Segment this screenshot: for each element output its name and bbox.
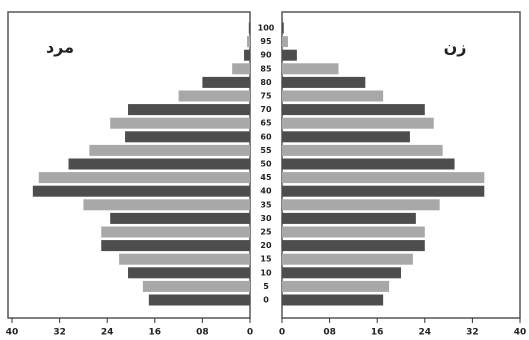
age-label: 95 (260, 37, 272, 46)
bar (282, 36, 288, 48)
age-label: 20 (260, 241, 272, 250)
bar (282, 63, 339, 75)
age-label: 100 (258, 24, 275, 33)
bar (282, 49, 297, 61)
bar (248, 22, 250, 34)
bar (110, 117, 250, 129)
bar (101, 240, 250, 252)
x-tick-label: 32 (53, 328, 66, 338)
bar (38, 172, 251, 184)
bar (125, 131, 250, 143)
age-label: 80 (260, 78, 272, 87)
bar (282, 131, 410, 143)
age-label: 50 (260, 160, 272, 169)
bar (178, 90, 250, 102)
panel-title: مرد (46, 38, 74, 57)
bar (232, 63, 250, 75)
bar (119, 253, 250, 265)
bar (202, 76, 250, 88)
bar (244, 49, 250, 61)
bar (282, 144, 443, 156)
bar (83, 199, 251, 211)
bar (282, 185, 485, 197)
x-tick-label: 16 (371, 328, 384, 338)
bar (89, 144, 250, 156)
age-label: 85 (260, 64, 272, 73)
age-label: 25 (260, 228, 272, 237)
bar (128, 104, 250, 116)
bar (282, 240, 425, 252)
bar (282, 267, 401, 279)
bar (110, 212, 250, 224)
age-label: 15 (260, 255, 272, 264)
age-label: 5 (263, 282, 269, 291)
age-label: 65 (260, 119, 272, 128)
bar (282, 76, 366, 88)
bar (282, 158, 455, 170)
x-tick-label: 16 (149, 328, 162, 338)
bar (32, 185, 251, 197)
x-tick-label: 08 (323, 328, 336, 338)
bar (282, 226, 425, 238)
panel-title: زن (444, 38, 467, 57)
bar (282, 104, 425, 116)
bar (282, 117, 434, 129)
x-tick-label: 08 (196, 328, 209, 338)
bar (282, 253, 413, 265)
age-label: 10 (260, 268, 272, 277)
age-label: 70 (260, 105, 272, 114)
x-tick-label: 40 (6, 328, 19, 338)
x-tick-label: 40 (514, 328, 527, 338)
age-label: 35 (260, 200, 272, 209)
bar (68, 158, 251, 170)
bar (282, 172, 485, 184)
age-label: 75 (260, 92, 272, 101)
bar (282, 199, 440, 211)
bar (282, 280, 390, 292)
bar (247, 36, 250, 48)
age-label: 45 (260, 173, 272, 182)
age-label: 30 (260, 214, 272, 223)
age-label: 40 (260, 187, 272, 196)
bar (101, 226, 250, 238)
age-label: 0 (263, 296, 269, 305)
bar (282, 90, 384, 102)
x-tick-label: 0 (247, 328, 253, 338)
age-label: 90 (260, 51, 272, 60)
x-tick-label: 24 (419, 328, 432, 338)
age-label: 55 (260, 146, 272, 155)
bar (142, 280, 250, 292)
age-label: 60 (260, 132, 272, 141)
x-tick-label: 0 (279, 328, 285, 338)
bar (128, 267, 250, 279)
bar (282, 294, 384, 306)
bar (148, 294, 250, 306)
x-tick-label: 24 (101, 328, 114, 338)
x-tick-label: 32 (466, 328, 479, 338)
bar (282, 212, 416, 224)
bar (282, 22, 284, 34)
